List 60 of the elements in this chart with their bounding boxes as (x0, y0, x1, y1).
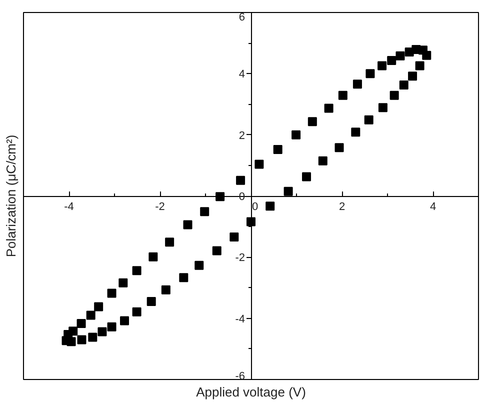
point (378, 103, 388, 112)
point (415, 61, 424, 70)
point (351, 128, 360, 137)
x-tick-label: 0 (252, 201, 258, 213)
point (366, 69, 375, 78)
point (408, 72, 418, 81)
point (230, 232, 239, 242)
y-axis-title: Polarization (μC/cm²) (4, 134, 18, 258)
point (118, 278, 128, 288)
point (161, 285, 170, 294)
point (76, 319, 86, 328)
point (396, 51, 405, 60)
point (94, 302, 104, 312)
x-axis-title: Applied voltage (V) (196, 384, 306, 400)
x-tick-label: 4 (430, 201, 436, 213)
point (338, 90, 348, 100)
y-tick-label: -4 (235, 313, 245, 326)
point (236, 176, 246, 185)
point (273, 145, 282, 154)
point (107, 322, 116, 332)
point (364, 115, 374, 124)
point (422, 50, 432, 60)
point (352, 80, 362, 89)
point (132, 307, 142, 316)
point (266, 202, 275, 211)
y-tick-label: 4 (238, 68, 246, 81)
point (146, 297, 156, 306)
point (212, 246, 222, 256)
point (302, 172, 312, 182)
point (120, 316, 130, 326)
point (86, 310, 96, 320)
point (387, 56, 396, 66)
x-tick-label: 2 (338, 201, 346, 213)
point (183, 220, 192, 230)
point (334, 143, 344, 152)
point (292, 130, 301, 140)
point (132, 266, 142, 276)
point (68, 326, 78, 336)
point (107, 288, 116, 298)
y-tick-label: 6 (238, 12, 246, 24)
point (98, 327, 107, 336)
point (200, 207, 210, 216)
point (148, 252, 158, 262)
point (399, 80, 408, 90)
point (88, 332, 98, 342)
point (165, 238, 174, 247)
point (324, 104, 334, 113)
point (284, 186, 293, 196)
point (179, 273, 188, 282)
y-tick-label: 2 (238, 130, 246, 142)
point (318, 156, 328, 166)
point (77, 335, 86, 344)
y-tick-label: -2 (235, 252, 245, 264)
x-tick-label: -4 (64, 201, 74, 213)
point (254, 160, 264, 169)
point (308, 117, 317, 126)
point (194, 260, 204, 270)
point (390, 90, 399, 100)
x-tick-label: -2 (155, 201, 165, 213)
point (378, 61, 387, 70)
